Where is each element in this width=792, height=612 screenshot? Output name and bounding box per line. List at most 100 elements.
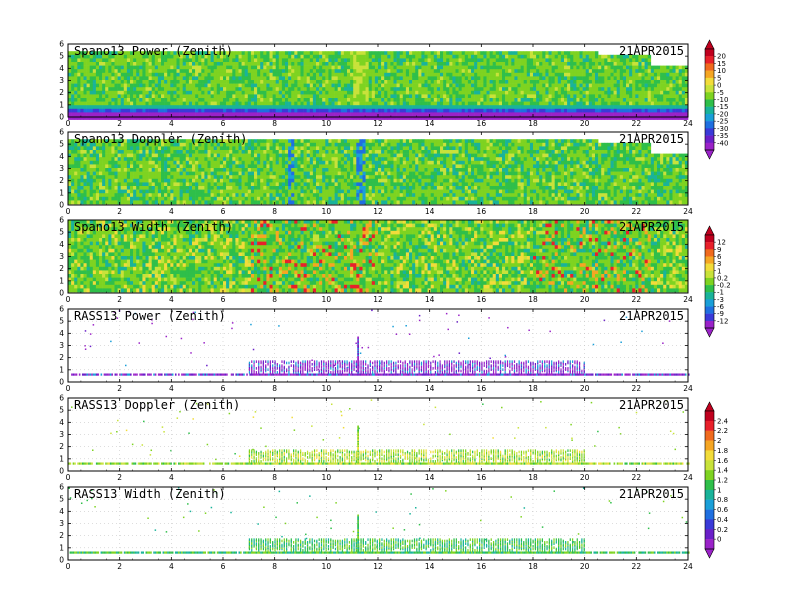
heat-cell [610, 72, 614, 77]
heat-cell [418, 76, 422, 81]
heat-cell [629, 94, 633, 99]
heat-cell [142, 168, 146, 172]
heat-cell [291, 90, 295, 95]
heat-cell [223, 94, 227, 99]
heat-cell [374, 98, 379, 102]
heat-cell [223, 76, 227, 81]
heat-cell [77, 105, 81, 110]
heat-cell [266, 153, 270, 158]
heat-cell [610, 98, 614, 102]
heat-cell [89, 51, 94, 56]
heat-cell [247, 171, 252, 176]
heat-cell [254, 87, 258, 92]
heat-cell [591, 87, 596, 92]
heat-cell [151, 160, 156, 165]
heat-cell [269, 72, 273, 77]
heat-cell [381, 76, 385, 81]
heat-cell [250, 200, 255, 205]
heat-cell [136, 157, 140, 162]
heat-cell [232, 139, 236, 144]
heat-cell [275, 87, 280, 92]
heat-cell [362, 62, 366, 66]
heat-cell [629, 69, 633, 74]
heat-cell [235, 98, 239, 102]
heat-cell [161, 178, 165, 183]
heat-cell [77, 72, 81, 77]
heat-cell [263, 171, 267, 176]
heat-cell [167, 72, 171, 77]
heat-cell [179, 83, 183, 88]
heat-cell [83, 72, 87, 77]
heat-cell [436, 80, 441, 84]
heat-cell [492, 116, 497, 120]
heat-cell [489, 54, 493, 59]
heat-cell [415, 101, 419, 106]
heat-cell [108, 193, 112, 198]
heat-cell [436, 58, 441, 63]
heat-cell [71, 83, 75, 88]
heat-cell [161, 80, 165, 84]
heat-cell [111, 186, 115, 190]
heat-cell [68, 186, 72, 190]
heat-cell [508, 98, 512, 102]
heat-cell [526, 108, 531, 113]
heat-cell [591, 90, 596, 95]
heat-cell [83, 105, 87, 110]
heat-cell [136, 153, 140, 158]
heat-cell [254, 58, 258, 63]
heat-cell [306, 98, 311, 102]
heat-cell [365, 54, 369, 59]
heat-cell [151, 101, 156, 106]
heat-cell [102, 182, 106, 187]
heat-cell [514, 108, 518, 113]
heat-cell [638, 112, 642, 117]
heat-cell [533, 108, 537, 113]
heat-cell [95, 69, 100, 74]
heat-cell [480, 76, 484, 81]
heat-cell [591, 62, 596, 66]
heat-cell [229, 157, 233, 162]
heat-cell [257, 178, 261, 183]
heat-cell [365, 69, 369, 74]
heat-cell [235, 58, 239, 63]
heat-cell [229, 186, 233, 190]
heat-cell [176, 108, 180, 113]
heat-cell [185, 69, 190, 74]
heat-cell [647, 76, 652, 81]
heat-cell [95, 193, 100, 198]
heat-cell [219, 171, 224, 176]
heat-cell [387, 58, 391, 63]
heat-cell [74, 116, 78, 120]
heat-cell [613, 112, 617, 117]
heat-cell [173, 58, 177, 63]
heat-cell [223, 178, 227, 183]
heat-cell [192, 90, 196, 95]
heat-cell [629, 83, 633, 88]
heat-cell [390, 58, 394, 63]
heat-cell [241, 62, 245, 66]
heat-cell [638, 80, 642, 84]
heat-cell [272, 116, 276, 120]
heat-cell [161, 168, 165, 172]
heat-cell [533, 65, 537, 70]
heat-cell [257, 171, 261, 176]
heat-cell [176, 178, 180, 183]
heat-cell [192, 72, 196, 77]
heat-cell [278, 101, 283, 106]
heat-cell [610, 62, 614, 66]
heat-cell [626, 54, 630, 59]
heat-cell [415, 90, 419, 95]
heat-cell [80, 112, 84, 117]
heat-cell [260, 178, 264, 183]
heat-cell [343, 54, 348, 59]
heat-cell [235, 101, 239, 106]
heat-cell [229, 116, 233, 120]
heat-cell [489, 112, 493, 117]
heat-cell [281, 80, 286, 84]
heat-cell [204, 112, 208, 117]
heat-cell [123, 94, 128, 99]
heat-cell [105, 189, 109, 194]
heat-cell [148, 150, 152, 154]
heat-cell [660, 80, 664, 84]
heat-cell [99, 186, 103, 190]
